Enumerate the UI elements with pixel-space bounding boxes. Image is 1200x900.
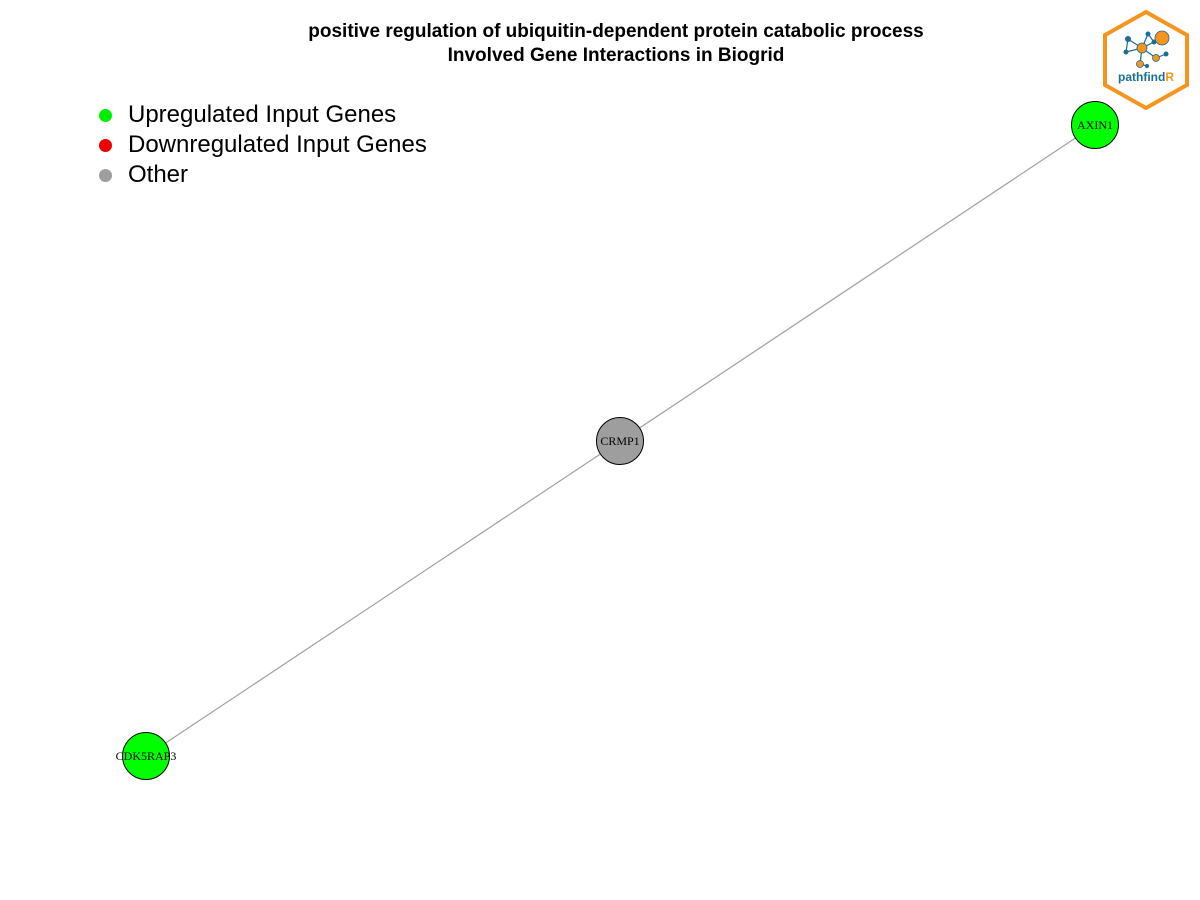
- logo-graph-icon: [1123, 30, 1170, 68]
- chart-subtitle: Involved Gene Interactions in Biogrid: [447, 45, 785, 66]
- network-logo-icon: pathfindR: [1103, 9, 1189, 111]
- legend-label-other: Other: [128, 161, 189, 188]
- chart-title: positive regulation of ubiquitin-depende…: [308, 21, 924, 42]
- legend-dot-downregulated: [99, 138, 112, 152]
- legend-dot-other: [99, 168, 112, 182]
- legend-label-downregulated: Downregulated Input Genes: [128, 131, 427, 158]
- network-nodes: AXIN1 CRMP1 CDK5RAP3: [116, 101, 1119, 780]
- legend: Upregulated Input Genes Downregulated In…: [98, 100, 427, 190]
- logo-wordmark: pathfindR: [1118, 70, 1174, 84]
- edge-crmp1-cdk5rap3: [145, 440, 621, 757]
- legend-label-upregulated: Upregulated Input Genes: [128, 101, 397, 128]
- pathfindr-logo: pathfindR: [1100, 8, 1192, 112]
- node-label-axin1: AXIN1: [1077, 118, 1113, 132]
- node-crmp1: CRMP1: [596, 417, 644, 465]
- legend-item-upregulated: Upregulated Input Genes: [98, 100, 427, 130]
- node-circle-cdk5rap3: [122, 732, 170, 780]
- legend-dot-upregulated: [99, 108, 112, 122]
- edge-axin1-crmp1: [619, 124, 1096, 442]
- node-axin1: AXIN1: [1071, 101, 1119, 149]
- node-label-crmp1: CRMP1: [600, 434, 639, 448]
- node-circle-crmp1: [596, 417, 644, 465]
- node-cdk5rap3: CDK5RAP3: [116, 732, 177, 780]
- network-edges: [145, 124, 1096, 757]
- legend-item-other: Other: [98, 160, 427, 190]
- node-circle-axin1: [1071, 101, 1119, 149]
- node-label-cdk5rap3: CDK5RAP3: [116, 749, 177, 763]
- legend-item-downregulated: Downregulated Input Genes: [98, 130, 427, 160]
- logo-hexagon: [1103, 9, 1189, 111]
